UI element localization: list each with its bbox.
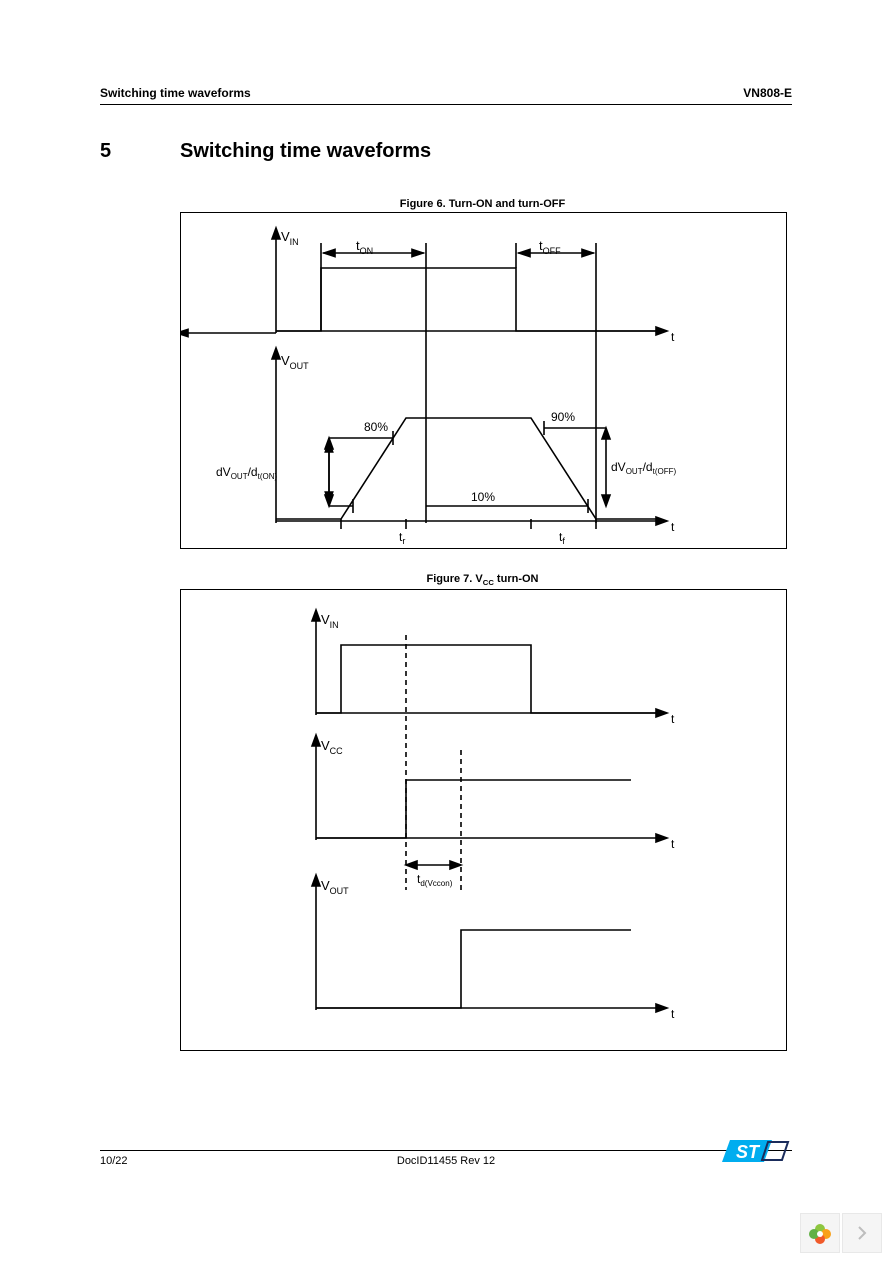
nav-widget [800, 1213, 882, 1253]
svg-text:t: t [671, 1007, 675, 1021]
svg-text:VOUT: VOUT [321, 878, 349, 896]
svg-text:t: t [671, 837, 675, 851]
svg-text:VIN: VIN [321, 612, 339, 630]
svg-text:tr: tr [399, 530, 405, 546]
svg-text:tf: tf [559, 530, 565, 546]
nav-next-button[interactable] [842, 1213, 882, 1253]
figure-6-box: VIN tON tOFF t VOUT 80% 90% 10% dVOUT/dt… [180, 212, 787, 549]
flower-icon [807, 1220, 833, 1246]
page-footer: 10/22 DocID11455 Rev 12 [100, 1150, 792, 1167]
section-title: Switching time waveforms [180, 140, 431, 163]
st-logo: ST [722, 1132, 792, 1175]
figure-7: Figure 7. VCC turn-ON [180, 573, 785, 1051]
svg-text:td(Vccon): td(Vccon) [417, 872, 453, 888]
fig7-caption-sub: CC [483, 578, 494, 587]
header-right: VN808-E [743, 86, 792, 100]
figure-7-svg: VIN t VCC t VOUT t td(Vccon) [181, 590, 786, 1050]
section-number: 5 [100, 140, 180, 163]
label-80pct: 80% [364, 420, 388, 434]
svg-text:VCC: VCC [321, 738, 343, 756]
chevron-right-icon [854, 1225, 870, 1241]
section-heading: 5 Switching time waveforms [100, 140, 431, 163]
svg-text:dVOUT/dt(OFF): dVOUT/dt(OFF) [611, 460, 676, 476]
figure-7-caption: Figure 7. VCC turn-ON [180, 573, 785, 587]
footer-docid: DocID11455 Rev 12 [397, 1155, 495, 1167]
figure-7-box: VIN t VCC t VOUT t td(Vccon) [180, 589, 787, 1051]
page-header: Switching time waveforms VN808-E [100, 86, 792, 105]
svg-text:VIN: VIN [281, 229, 299, 247]
fig7-caption-post: turn-ON [494, 573, 539, 585]
svg-text:t: t [671, 520, 675, 534]
svg-text:VOUT: VOUT [281, 353, 309, 371]
footer-page: 10/22 [100, 1155, 128, 1167]
svg-text:dVOUT/dt(ON): dVOUT/dt(ON) [216, 465, 277, 481]
figure-6: Figure 6. Turn-ON and turn-OFF [180, 198, 785, 549]
nav-flower-button[interactable] [800, 1213, 840, 1253]
label-90pct: 90% [551, 410, 575, 424]
figure-6-svg: VIN tON tOFF t VOUT 80% 90% 10% dVOUT/dt… [181, 213, 786, 548]
svg-text:ST: ST [736, 1142, 761, 1162]
fig7-caption-pre: Figure 7. V [427, 573, 483, 585]
header-left: Switching time waveforms [100, 86, 251, 100]
figure-6-caption: Figure 6. Turn-ON and turn-OFF [180, 198, 785, 210]
svg-text:tOFF: tOFF [539, 238, 561, 256]
label-10pct: 10% [471, 490, 495, 504]
svg-text:t: t [671, 330, 675, 344]
svg-text:t: t [671, 712, 675, 726]
